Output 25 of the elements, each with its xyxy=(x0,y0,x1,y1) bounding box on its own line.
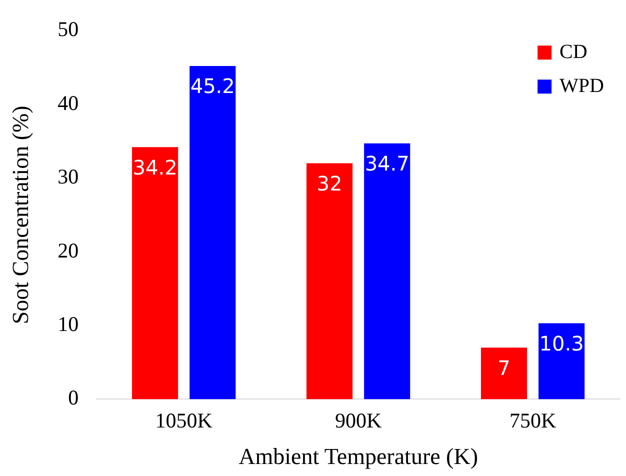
data-label: 34.7 xyxy=(364,152,410,176)
data-label: 34.2 xyxy=(132,155,178,180)
data-label: 7 xyxy=(498,356,510,380)
bar xyxy=(306,163,353,400)
y-tick-label: 50 xyxy=(58,17,79,42)
data-label: 32 xyxy=(316,172,342,196)
data-label: 10.3 xyxy=(539,331,584,356)
y-tick-label: 10 xyxy=(58,312,79,336)
x-axis-title: Ambient Temperature (K) xyxy=(238,444,478,470)
x-tick-label: 750K xyxy=(509,408,556,432)
y-axis-title: Soot Concentration (%) xyxy=(8,106,33,324)
bar xyxy=(132,147,178,400)
x-tick-label: 1050K xyxy=(155,408,212,432)
legend-label: WPD xyxy=(560,74,604,97)
bar xyxy=(480,348,528,400)
bar xyxy=(190,66,236,400)
x-tick-label: 900K xyxy=(334,408,382,432)
y-tick-label: 30 xyxy=(58,164,79,189)
y-tick-label: 0 xyxy=(68,386,79,410)
y-tick-label: 20 xyxy=(58,238,79,262)
bar xyxy=(364,143,410,400)
bar xyxy=(538,323,585,400)
data-label: 45.2 xyxy=(190,74,235,98)
legend-label: CD xyxy=(560,40,588,63)
y-tick-label: 40 xyxy=(58,90,79,115)
